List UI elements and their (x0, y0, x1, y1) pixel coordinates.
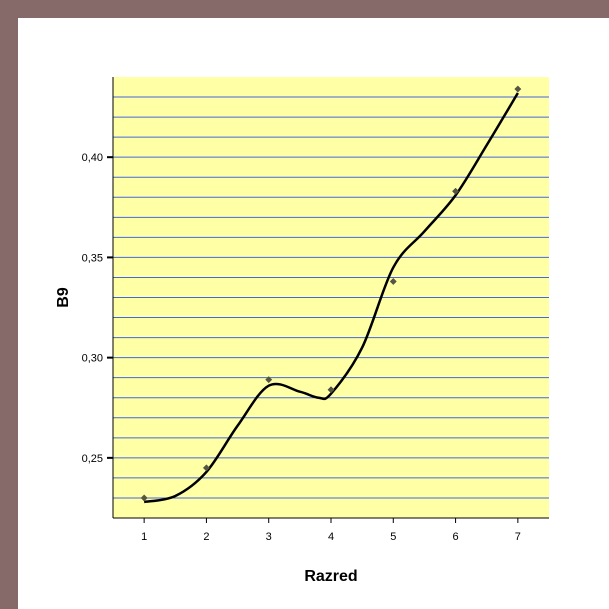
y-tick-label: 0,30 (82, 353, 103, 365)
x-axis-title: Razred (304, 568, 357, 585)
y-tick-label: 0,25 (82, 453, 103, 465)
chart-svg: 1 2 3 4 5 6 7 0,25 0,30 0,35 0,40 Razred B9 (55, 77, 549, 585)
x-tick-label: 3 (266, 531, 272, 543)
x-tick-label: 7 (515, 531, 521, 543)
x-tick-label: 1 (141, 531, 147, 543)
data-point (389, 277, 397, 286)
x-tick-label: 6 (453, 531, 459, 543)
data-point (452, 187, 460, 195)
grid-lines (113, 96, 549, 499)
y-tick-label: 0,40 (82, 152, 103, 164)
y-axis-title: B9 (55, 287, 72, 308)
x-tick-label: 4 (328, 531, 334, 543)
data-points (140, 85, 522, 502)
data-point (140, 494, 148, 502)
x-tick-label: 2 (203, 531, 209, 543)
data-point (327, 386, 335, 394)
x-tick-label: 5 (390, 531, 396, 543)
tick-marks (107, 156, 519, 523)
tick-labels: 1 2 3 4 5 6 7 0,25 0,30 0,35 0,40 (82, 152, 521, 543)
y-tick-label: 0,35 (82, 252, 103, 264)
chart-frame: 1 2 3 4 5 6 7 0,25 0,30 0,35 0,40 Razred B9 (18, 18, 609, 609)
data-point (265, 376, 273, 384)
fit-line-group (143, 92, 519, 504)
data-point (202, 464, 210, 472)
fit-line (143, 92, 519, 504)
data-point (514, 85, 522, 93)
